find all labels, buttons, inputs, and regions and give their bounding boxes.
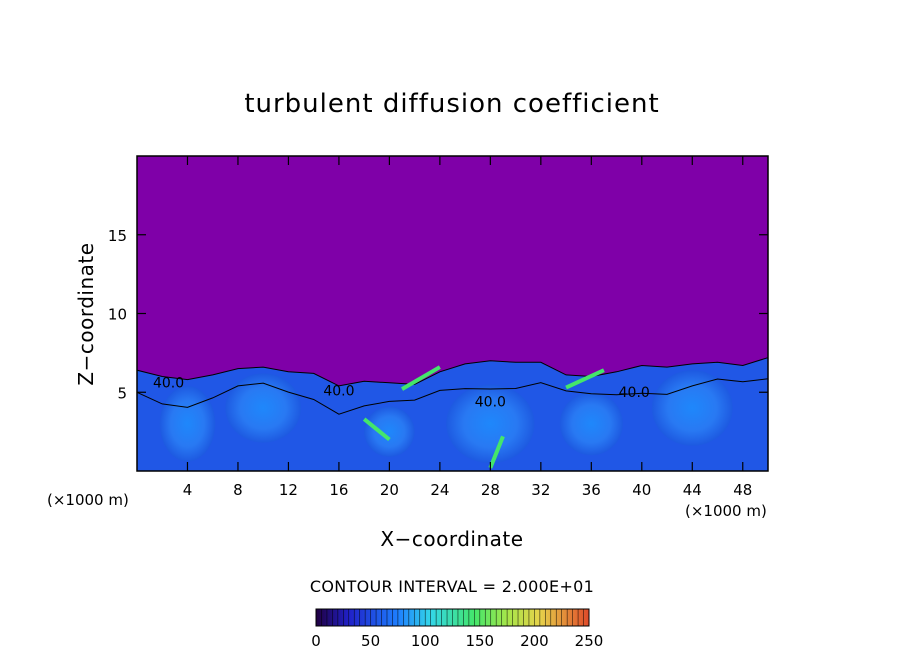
eddy-4 (446, 384, 535, 464)
colorbar-ticks: 0 50 100 150 200 250 (311, 632, 603, 650)
colorbar-tick-label: 0 (311, 632, 321, 650)
x-tick-label: 48 (733, 481, 752, 499)
eddies (159, 365, 733, 469)
x-axis-ticks: 4 8 12 16 20 24 28 32 36 40 44 48 (183, 156, 752, 499)
eddy-2 (225, 373, 302, 443)
colorbar-tick-label: 100 (411, 632, 440, 650)
y-axis-label: Z−coordinate (74, 242, 98, 385)
contour-label-3: 40.0 (475, 394, 506, 410)
x-tick-label: 4 (183, 481, 193, 499)
high-value-streak-4 (488, 435, 505, 469)
y-tick-label: 15 (108, 227, 127, 245)
high-value-streak-1 (401, 365, 441, 391)
x-axis-label: X−coordinate (380, 527, 523, 551)
high-value-streak-2 (565, 368, 605, 390)
x-tick-label: 44 (683, 481, 702, 499)
x-tick-label: 12 (279, 481, 298, 499)
x-tick-label: 36 (582, 481, 601, 499)
colorbar-tick-label: 50 (361, 632, 380, 650)
x-tick-label: 24 (430, 481, 449, 499)
contour-label-1: 40.0 (153, 376, 184, 392)
x-tick-label: 28 (481, 481, 500, 499)
contour-40 (137, 378, 768, 415)
plot-area: 40.0 40.0 40.0 40.0 (137, 156, 768, 471)
eddy-3 (364, 406, 415, 457)
contour-label-2: 40.0 (323, 383, 354, 399)
y-tick-label: 5 (117, 384, 127, 402)
colorbar-tick-label: 150 (465, 632, 494, 650)
contour-label-4: 40.0 (619, 385, 650, 401)
colorbar-tick-label: 200 (520, 632, 549, 650)
eddy-6 (651, 370, 733, 446)
x-tick-label: 40 (632, 481, 651, 499)
eddy-1 (159, 385, 216, 462)
x-unit-right: (×1000 m) (685, 502, 767, 520)
x-tick-label: 8 (233, 481, 243, 499)
high-value-streak-3 (362, 417, 391, 442)
y-axis-ticks: 5 10 15 (108, 227, 768, 402)
x-tick-label: 16 (329, 481, 348, 499)
chart-title: turbulent diffusion coefficient (244, 89, 659, 119)
y-tick-label: 10 (108, 306, 127, 324)
contour-interval: CONTOUR INTERVAL = 2.000E+01 (310, 577, 594, 596)
colorbar: 0 50 100 150 200 250 (311, 608, 603, 650)
x-tick-label: 32 (531, 481, 550, 499)
eddy-5 (559, 392, 623, 456)
x-unit-left: (×1000 m) (47, 491, 129, 509)
colorbar-frame (315, 608, 590, 627)
x-tick-label: 20 (380, 481, 399, 499)
colorbar-tick-label: 250 (575, 632, 604, 650)
contour-lines: 40.0 40.0 40.0 40.0 (137, 376, 768, 415)
